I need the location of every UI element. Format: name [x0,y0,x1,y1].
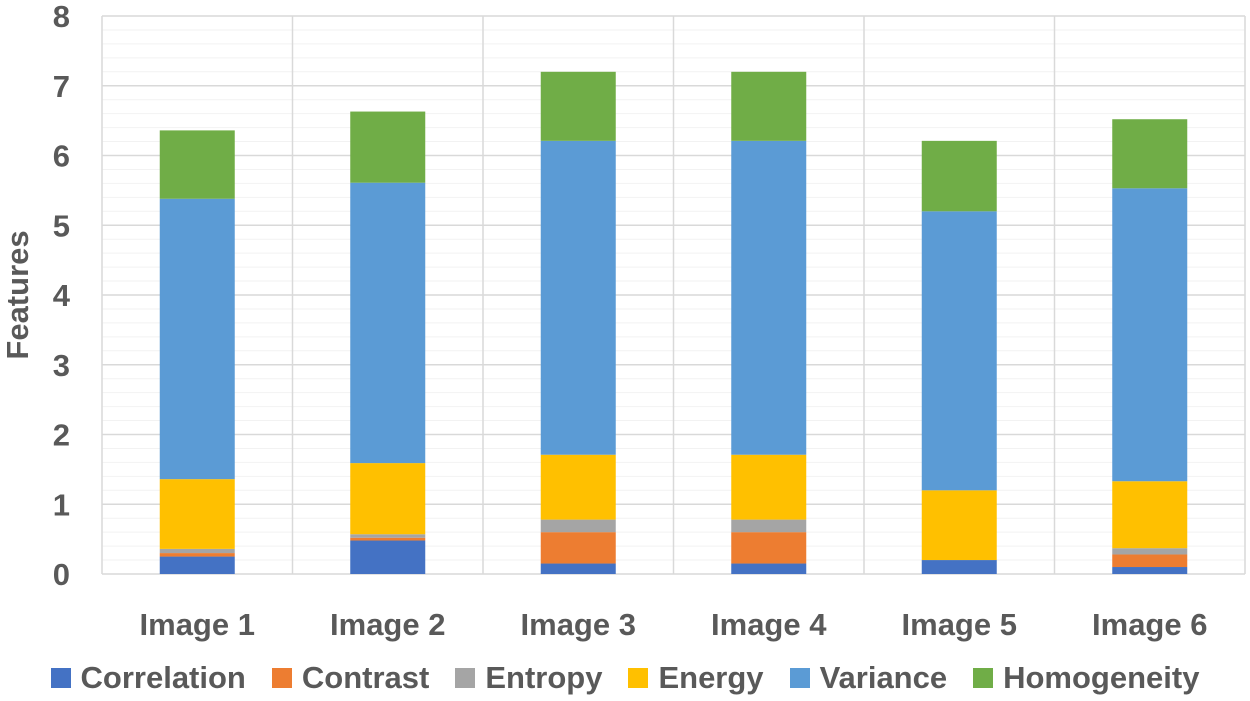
y-tick-label: 1 [53,487,70,522]
y-tick-label: 7 [53,69,70,104]
y-tick-label: 0 [53,557,70,592]
y-tick-label: 8 [53,0,70,34]
legend-swatch [50,668,71,688]
bar-segment-correlation [540,563,616,574]
y-tick-label: 4 [53,278,71,313]
bar-segment-correlation [921,560,997,574]
bar-segment-variance [350,182,426,464]
bar-segment-homogeneity [159,130,235,199]
bar-segment-entropy [350,534,426,538]
bar-segment-variance [1112,188,1188,482]
bar-segment-homogeneity [921,140,997,212]
stacked-bar-chart: 0 1 2 3 4 5 6 7 8 Image 1 Image 2 Image 3 Image 4 Im… [0,0,1246,642]
legend-swatch [455,668,476,688]
legend-swatch [973,668,994,688]
x-tick-label: Image 4 [711,607,827,642]
bar-segment-variance [540,140,616,455]
y-tick-label: 2 [53,418,70,453]
bar-segment-energy [1112,481,1188,549]
bar-segment-variance [159,198,235,480]
legend-item-correlation: Correlation [50,660,246,696]
legend-label: Contrast [301,660,430,695]
bar-segment-homogeneity [1112,119,1188,189]
bar-segment-energy [540,454,616,520]
y-tick-label: 6 [53,139,70,174]
legend: Correlation Contrast Entropy Energy Variance… [0,655,1250,701]
x-tick-label: Image 1 [140,607,255,642]
bar-segment-homogeneity [540,71,616,141]
x-tick-label: Image 5 [902,607,1017,642]
legend-item-contrast: Contrast [271,660,430,696]
bar-segment-homogeneity [731,71,807,141]
legend-swatch [789,668,810,688]
bar-segment-contrast [1112,554,1188,568]
bar-segment-correlation [731,563,807,574]
bar-segment-correlation [159,556,235,574]
x-tick-label: Image 2 [330,607,445,642]
legend-item-variance: Variance [789,660,948,696]
legend-label: Energy [658,660,764,695]
y-tick-label: 5 [53,208,70,243]
bar-segment-variance [731,140,807,455]
bar-segment-energy [159,479,235,549]
y-tick-label: 3 [53,348,70,383]
legend-label: Variance [819,660,948,695]
bar-segment-entropy [731,519,807,533]
legend-swatch [628,668,649,688]
legend-item-entropy: Entropy [455,660,602,696]
legend-swatch [271,668,292,688]
bar-segment-homogeneity [350,111,426,183]
legend-item-energy: Energy [628,660,764,696]
legend-label: Homogeneity [1003,660,1200,695]
bar-segment-contrast [159,553,235,557]
bar-segment-contrast [540,532,616,564]
bar-segment-correlation [1112,567,1188,574]
bar-segment-entropy [1112,548,1188,555]
legend-item-homogeneity: Homogeneity [973,660,1199,696]
bar-segment-entropy [540,519,616,533]
bar-segment-entropy [159,548,235,554]
y-axis-title: Features [0,230,35,359]
bar-segment-contrast [350,537,426,541]
x-tick-label: Image 6 [1092,607,1207,642]
legend-label: Entropy [485,660,603,695]
bar-segment-contrast [731,532,807,564]
bar-segment-correlation [350,540,426,574]
legend-label: Correlation [80,660,246,695]
bar-segment-energy [350,463,426,535]
x-tick-label: Image 3 [521,607,636,642]
bar-segment-variance [921,211,997,491]
bar-segment-energy [921,490,997,561]
bar-segment-energy [731,454,807,520]
